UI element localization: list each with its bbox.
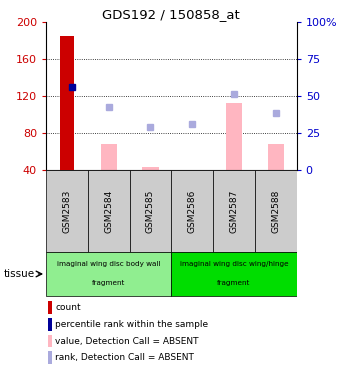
Bar bbox=[101, 144, 117, 170]
Text: percentile rank within the sample: percentile rank within the sample bbox=[55, 320, 208, 329]
Text: GSM2583: GSM2583 bbox=[62, 190, 71, 233]
Text: GSM2584: GSM2584 bbox=[104, 190, 113, 233]
Title: GDS192 / 150858_at: GDS192 / 150858_at bbox=[103, 8, 240, 21]
Bar bbox=[226, 102, 242, 170]
Bar bbox=[88, 170, 130, 253]
Bar bbox=[48, 335, 52, 347]
Bar bbox=[172, 170, 213, 253]
Text: GSM2586: GSM2586 bbox=[188, 190, 197, 233]
Bar bbox=[172, 253, 297, 295]
Bar bbox=[48, 318, 52, 331]
Text: GSM2588: GSM2588 bbox=[271, 190, 280, 233]
Text: rank, Detection Call = ABSENT: rank, Detection Call = ABSENT bbox=[55, 353, 194, 362]
Bar bbox=[46, 170, 88, 253]
Bar bbox=[48, 351, 52, 364]
Text: GSM2587: GSM2587 bbox=[229, 190, 238, 233]
Bar bbox=[268, 144, 284, 170]
Bar bbox=[130, 170, 171, 253]
Bar bbox=[255, 170, 297, 253]
Bar bbox=[48, 301, 52, 314]
Text: tissue: tissue bbox=[3, 269, 34, 279]
Text: value, Detection Call = ABSENT: value, Detection Call = ABSENT bbox=[55, 336, 199, 346]
Text: fragment: fragment bbox=[92, 280, 125, 287]
Bar bbox=[60, 36, 74, 170]
Text: GSM2585: GSM2585 bbox=[146, 190, 155, 233]
Text: imaginal wing disc wing/hinge: imaginal wing disc wing/hinge bbox=[180, 261, 288, 268]
Bar bbox=[46, 253, 171, 295]
Text: count: count bbox=[55, 303, 81, 312]
Bar bbox=[143, 167, 159, 170]
Bar bbox=[213, 170, 255, 253]
Text: imaginal wing disc body wall: imaginal wing disc body wall bbox=[57, 261, 160, 268]
Text: fragment: fragment bbox=[217, 280, 251, 287]
